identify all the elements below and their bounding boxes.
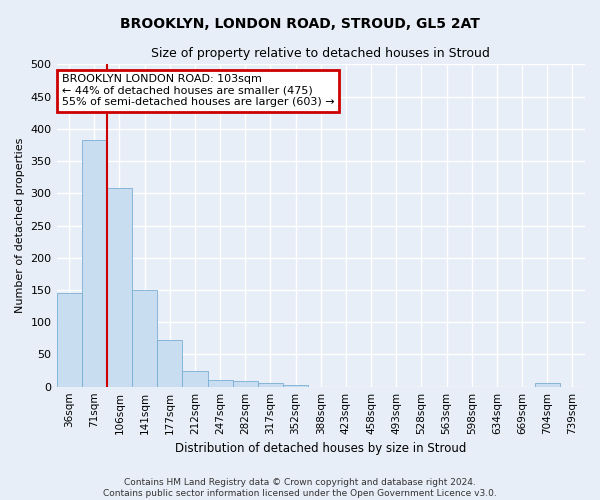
Bar [56,293,82,386]
Bar [82,140,107,386]
Bar [157,340,182,386]
Bar [233,381,258,386]
Text: BROOKLYN LONDON ROAD: 103sqm
← 44% of detached houses are smaller (475)
55% of s: BROOKLYN LONDON ROAD: 103sqm ← 44% of de… [62,74,334,108]
Bar [258,384,283,386]
Bar [107,188,132,386]
Title: Size of property relative to detached houses in Stroud: Size of property relative to detached ho… [151,48,490,60]
Y-axis label: Number of detached properties: Number of detached properties [15,138,25,313]
Bar [535,384,560,386]
Bar [132,290,157,386]
Text: Contains HM Land Registry data © Crown copyright and database right 2024.
Contai: Contains HM Land Registry data © Crown c… [103,478,497,498]
Bar [208,380,233,386]
Text: BROOKLYN, LONDON ROAD, STROUD, GL5 2AT: BROOKLYN, LONDON ROAD, STROUD, GL5 2AT [120,18,480,32]
X-axis label: Distribution of detached houses by size in Stroud: Distribution of detached houses by size … [175,442,466,455]
Bar [182,371,208,386]
